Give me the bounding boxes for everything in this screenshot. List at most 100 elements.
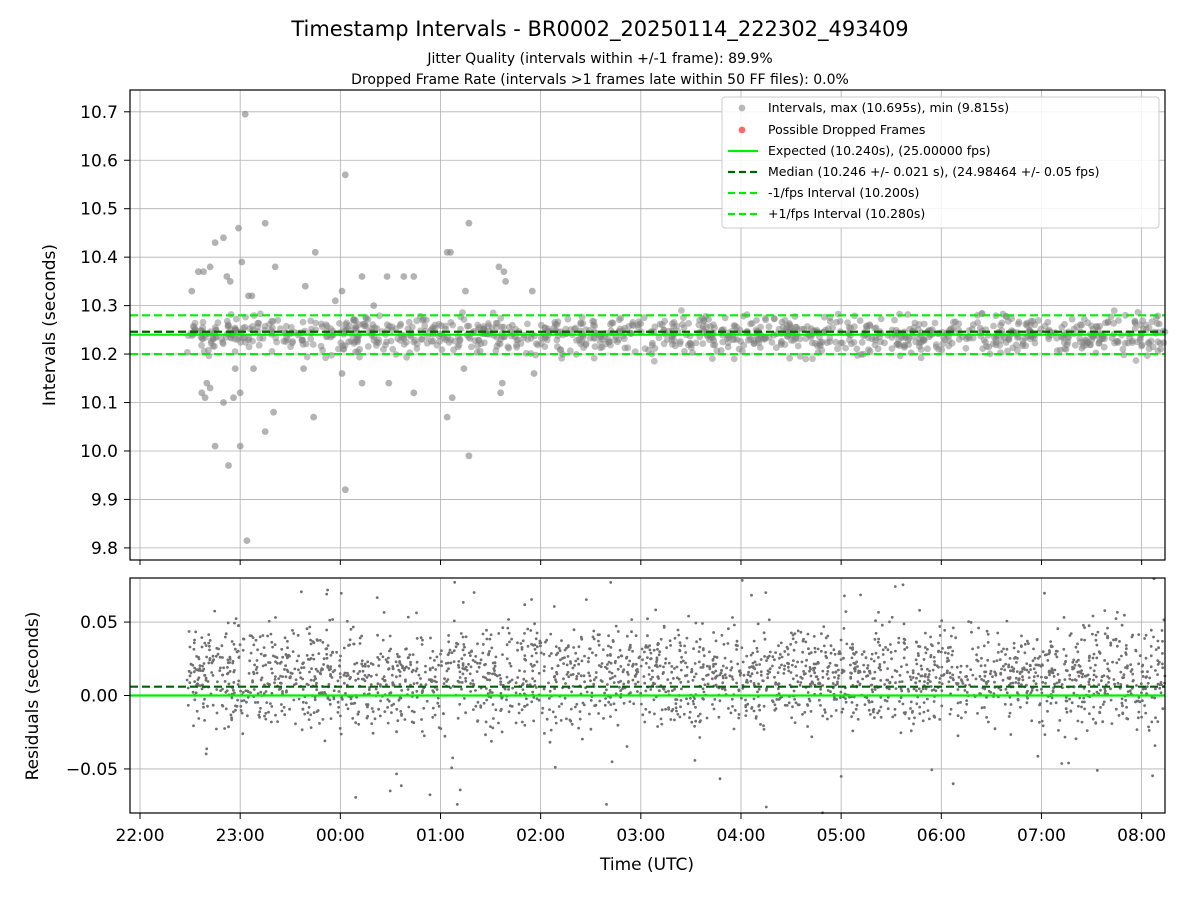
residual-point <box>1069 709 1073 713</box>
interval-point <box>460 316 468 323</box>
residual-point <box>1139 682 1143 686</box>
residual-point <box>1143 704 1146 707</box>
residual-point <box>554 678 557 682</box>
interval-point <box>678 307 685 314</box>
residual-point <box>614 708 618 712</box>
residual-point <box>1088 712 1091 716</box>
residual-point <box>420 643 424 646</box>
residual-point <box>692 675 696 679</box>
residual-point <box>204 676 208 680</box>
residual-point <box>415 660 419 664</box>
residual-point <box>676 628 680 632</box>
residual-point <box>208 639 212 642</box>
residual-point <box>230 640 234 643</box>
interval-point <box>990 322 997 330</box>
residual-point <box>213 609 217 613</box>
residual-point <box>687 614 690 618</box>
residual-point <box>420 718 423 721</box>
residual-point <box>353 701 357 705</box>
residual-point <box>757 682 760 686</box>
residual-point <box>514 681 518 685</box>
residual-point <box>523 723 527 727</box>
residual-point <box>1030 719 1034 723</box>
interval-point <box>962 344 970 352</box>
residual-point <box>497 632 501 635</box>
residual-point <box>1011 681 1015 685</box>
residual-point <box>609 654 612 657</box>
interval-point <box>195 268 202 276</box>
residual-point <box>961 682 965 685</box>
residual-point <box>844 697 847 700</box>
residual-point <box>365 703 368 706</box>
residual-point <box>311 653 315 657</box>
residual-point <box>919 664 923 668</box>
residual-point <box>530 598 533 601</box>
x-tick-label: 00:00 <box>316 826 365 846</box>
residual-point <box>727 707 730 710</box>
interval-point <box>287 343 294 351</box>
residual-point <box>428 667 432 671</box>
residual-point <box>1161 666 1165 670</box>
residual-point <box>686 680 690 684</box>
residual-point <box>776 687 780 691</box>
residual-point <box>320 691 324 694</box>
residual-point <box>807 697 811 701</box>
residual-point <box>655 660 658 664</box>
residual-point <box>798 683 802 687</box>
residual-point <box>765 659 768 662</box>
residual-point <box>229 713 233 717</box>
residual-point <box>391 667 395 671</box>
residual-point <box>281 692 284 696</box>
residual-point <box>720 669 723 672</box>
interval-point <box>1080 315 1088 323</box>
residual-point <box>395 675 398 679</box>
interval-point <box>460 365 468 372</box>
residual-point <box>814 675 818 678</box>
interval-point <box>915 321 923 328</box>
residual-point <box>611 640 615 643</box>
residual-point <box>1038 720 1041 724</box>
residual-point <box>523 670 526 673</box>
interval-point <box>505 323 513 331</box>
residual-point <box>1001 678 1005 682</box>
residual-point <box>1054 652 1057 656</box>
residual-point <box>410 709 414 713</box>
interval-point <box>1108 334 1116 342</box>
residual-point <box>955 665 959 669</box>
residual-point <box>383 679 387 682</box>
residual-point <box>394 660 398 664</box>
residual-point <box>937 649 940 653</box>
residual-point <box>918 712 922 715</box>
residual-point <box>271 654 275 658</box>
residual-point <box>756 622 760 626</box>
residual-point <box>771 655 775 659</box>
interval-point <box>447 248 454 256</box>
interval-point <box>382 341 389 349</box>
residual-point <box>1156 720 1160 723</box>
residual-point <box>261 664 265 668</box>
residual-point <box>866 674 870 677</box>
residual-point <box>759 673 763 677</box>
residual-point <box>218 669 222 672</box>
residual-point <box>983 670 986 674</box>
residual-point <box>752 639 756 643</box>
residual-point <box>679 644 683 647</box>
residual-point <box>824 636 828 640</box>
residual-point <box>314 677 317 680</box>
residual-point <box>458 670 462 674</box>
residual-point <box>932 655 936 659</box>
residual-point <box>256 701 260 704</box>
residual-point <box>776 671 780 674</box>
interval-point <box>223 273 231 280</box>
x-tick-label: 08:00 <box>1117 826 1166 846</box>
residual-point <box>446 678 450 681</box>
residual-point <box>787 662 790 666</box>
residual-point <box>1125 647 1128 651</box>
residual-point <box>718 777 722 781</box>
residual-point <box>469 690 472 693</box>
interval-point <box>319 346 326 354</box>
residual-point <box>283 636 287 640</box>
interval-point <box>418 335 426 343</box>
interval-point <box>635 321 642 329</box>
residual-point <box>469 682 473 685</box>
